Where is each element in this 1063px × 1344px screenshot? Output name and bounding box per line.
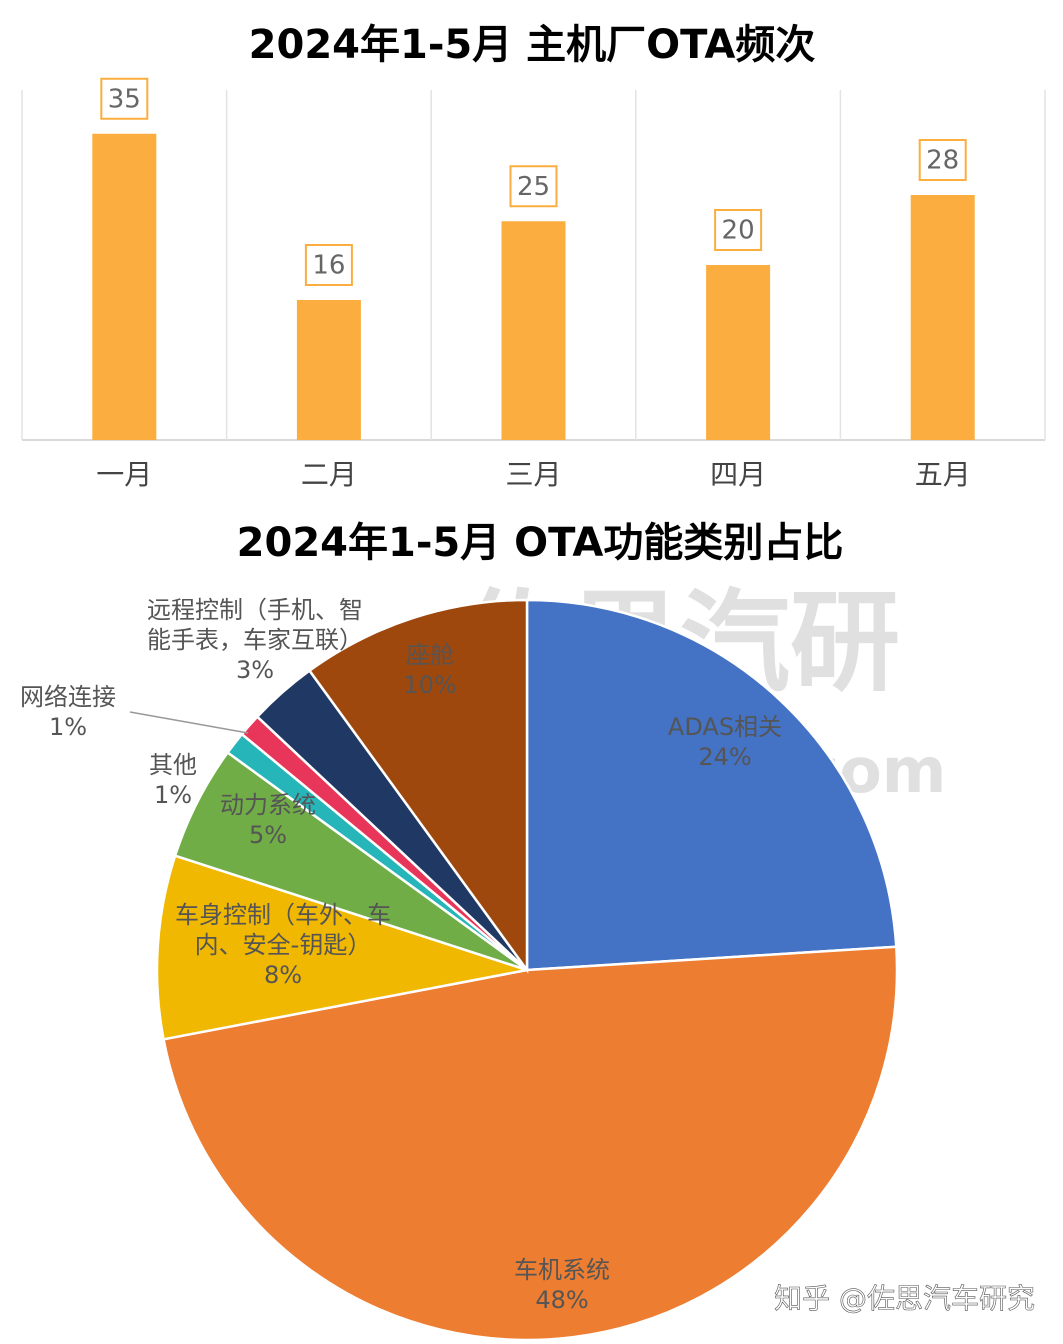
value-label: 35 xyxy=(108,84,141,114)
slice-label: 座舱 10% xyxy=(403,640,456,700)
slice-label: 其他 1% xyxy=(149,750,197,810)
value-label-box xyxy=(304,244,353,286)
chart-title: 2024年1-5月 OTA功能类别占比 xyxy=(237,520,844,566)
x-tick-label: 二月 xyxy=(301,458,357,491)
slice-percent: 24% xyxy=(698,743,752,771)
value-label: 16 xyxy=(312,251,345,281)
chart-title: 2024年1-5月 主机厂OTA频次 xyxy=(249,22,816,68)
leader-line xyxy=(129,711,249,734)
value-label-box xyxy=(714,209,763,251)
bar xyxy=(910,195,975,440)
slice-category: 车机系统 xyxy=(514,1256,610,1284)
x-tick-label: 三月 xyxy=(505,458,561,491)
x-tick-label: 一月 xyxy=(96,458,152,491)
bar xyxy=(706,265,771,440)
bar xyxy=(296,300,361,440)
value-label-box xyxy=(100,77,149,120)
slice-percent: 48% xyxy=(535,1286,589,1314)
slice-category: 动力系统 xyxy=(220,791,316,819)
value-label: 25 xyxy=(517,172,550,202)
credit: 知乎 @佐思汽车研究 xyxy=(774,1282,1035,1315)
bar xyxy=(92,133,157,440)
slice-category: 网络连接 xyxy=(20,683,116,711)
pie-slice xyxy=(155,854,528,1041)
value-label: 28 xyxy=(926,146,959,176)
x-tick-label: 五月 xyxy=(915,458,971,491)
slice-label: 动力系统 5% xyxy=(220,790,316,850)
slice-category: ADAS相关 xyxy=(667,713,783,741)
slice-percent: 1% xyxy=(48,713,88,741)
value-label-box xyxy=(918,139,967,181)
pie-slice xyxy=(162,945,899,1342)
slice-percent: 1% xyxy=(153,781,193,809)
slice-label: 网络连接 1% xyxy=(20,682,116,742)
x-tick-label: 四月 xyxy=(710,458,766,491)
slice-label: 远程控制（手机、智能手表，车家互联） 3% xyxy=(143,595,368,685)
slice-label: 车机系统 48% xyxy=(514,1255,610,1315)
slice-category: 其他 xyxy=(149,751,197,779)
slice-label: 车身控制（车外、车内、安全-钥匙） 8% xyxy=(168,900,398,990)
pie-slice xyxy=(307,598,529,974)
value-label: 20 xyxy=(722,216,755,246)
value-label-box xyxy=(509,165,558,208)
pie-slice xyxy=(525,598,898,972)
slice-category: 车身控制（车外、车内、安全-钥匙） xyxy=(175,901,391,959)
bar xyxy=(501,221,566,440)
slice-percent: 3% xyxy=(235,656,275,684)
slice-category: 远程控制（手机、智能手表，车家互联） xyxy=(147,596,363,654)
slice-percent: 5% xyxy=(248,821,288,849)
slice-percent: 10% xyxy=(403,671,457,699)
slice-label: ADAS相关 24% xyxy=(668,712,782,772)
slice-category: 座舱 xyxy=(406,641,454,669)
slice-percent: 8% xyxy=(263,961,303,989)
